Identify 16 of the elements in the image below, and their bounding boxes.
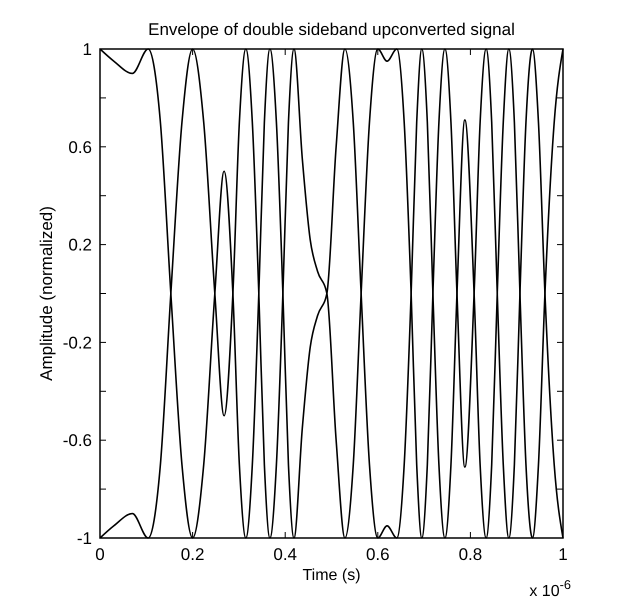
x-tick-label: 1 <box>558 545 568 564</box>
y-tick-label: -0.6 <box>62 431 92 450</box>
x-tick-label: 0.2 <box>180 545 204 564</box>
y-axis-title: Amplitude (normalized) <box>37 206 56 381</box>
y-tick-label: 0.2 <box>68 236 92 255</box>
text: x 10$^{-6}$ <box>529 576 571 600</box>
x-tick-label: 0.4 <box>273 545 298 564</box>
y-tick-label: 1 <box>82 40 92 59</box>
y-tick-label: -1 <box>76 529 92 548</box>
x-tick-label: 0 <box>95 545 105 564</box>
y-tick-label: -0.2 <box>62 333 92 352</box>
y-tick-label: 0.6 <box>68 138 92 157</box>
chart-title: Envelope of double sideband upconverted signal <box>148 20 515 39</box>
x-axis-title: Time (s) <box>302 567 361 584</box>
x-tick-label: 0.8 <box>458 545 482 564</box>
x-tick-label: 0.6 <box>366 545 390 564</box>
